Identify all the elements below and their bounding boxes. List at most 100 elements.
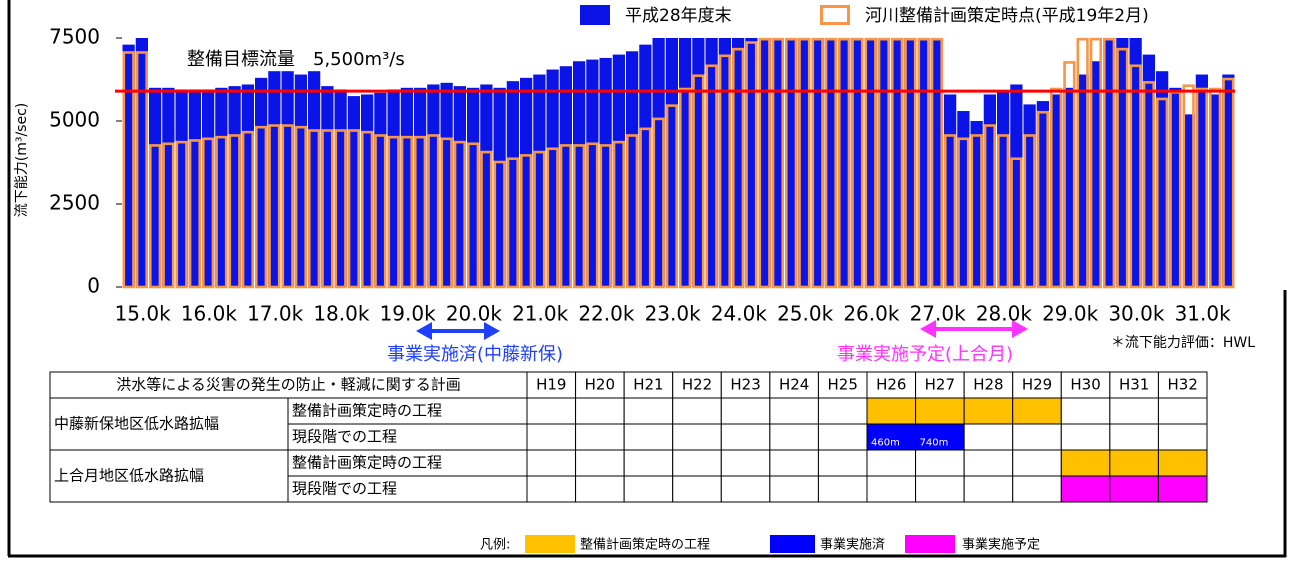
bar-outline [1129, 64, 1142, 289]
year-cell [817, 371, 868, 399]
schedule-cell [1012, 423, 1062, 451]
schedule-cell [1060, 397, 1111, 425]
bar-outline [241, 130, 255, 289]
bar-outline [559, 144, 572, 289]
bar-outline [983, 124, 996, 289]
cell-text: 460m [871, 438, 900, 449]
arrow-label: 事業実施予定(上合月) [837, 344, 1013, 365]
bar [1036, 101, 1049, 287]
bar [851, 38, 864, 287]
bar [838, 38, 851, 287]
bar [891, 38, 904, 287]
schedule-cell [769, 449, 819, 477]
bar [334, 89, 347, 288]
legend-label: 整備計画策定時の工程 [580, 537, 710, 553]
bar-outline [665, 104, 678, 289]
bar-outline [692, 74, 705, 289]
bar [877, 38, 890, 287]
bar-outline [294, 125, 307, 289]
bar-outline [824, 37, 837, 289]
bar-outline [864, 37, 877, 289]
note: ＊流下能力評価：HWL [1111, 335, 1255, 351]
bar-outline [599, 144, 612, 289]
bar-outline [480, 150, 493, 289]
bar [573, 61, 586, 287]
legend-title: 凡例: [480, 538, 510, 553]
bar [387, 89, 400, 288]
bar-outline [149, 144, 162, 289]
x-tick-label: 20.0k [446, 302, 503, 326]
schedule-cell [963, 423, 1014, 451]
bar-outline [307, 129, 321, 289]
bar-outline [1063, 61, 1076, 289]
schedule-cell [672, 423, 722, 451]
bar [652, 38, 665, 287]
bar-outline [586, 142, 599, 289]
x-tick-label: 16.0k [181, 302, 238, 326]
bar [639, 44, 652, 287]
x-tick-label: 30.0k [1108, 302, 1165, 326]
bar [917, 38, 930, 287]
y-tick-label: 5000 [49, 108, 100, 132]
bar [453, 86, 466, 287]
bar [798, 38, 811, 287]
bar [347, 96, 360, 287]
bar [811, 38, 824, 287]
schedule-cell [915, 475, 965, 503]
bar [1169, 87, 1182, 287]
bar-outline [705, 64, 718, 289]
schedule-cell [1157, 397, 1208, 425]
bar-outline [1116, 47, 1129, 289]
bar [162, 87, 175, 287]
x-tick-label: 29.0k [1042, 302, 1099, 326]
year-label: H28 [973, 376, 1003, 394]
year-label: H23 [730, 376, 760, 394]
bar-outline [453, 140, 466, 289]
bar-outline [1142, 81, 1156, 289]
bar-outline [254, 125, 268, 289]
bar [135, 38, 148, 287]
schedule-cell [575, 397, 625, 425]
schedule-cell [1109, 423, 1159, 451]
y-tick-label: 2500 [49, 191, 100, 215]
bar-outline [1209, 87, 1222, 289]
bar-outline [334, 129, 347, 289]
bar [1076, 74, 1089, 288]
cell-text: 740m [920, 438, 949, 449]
year-label: H20 [585, 376, 615, 394]
bar-outline [996, 134, 1010, 289]
bar [1050, 94, 1063, 287]
schedule-cell [1157, 423, 1208, 451]
year-label: H30 [1070, 376, 1100, 394]
bar-outline [1010, 157, 1023, 289]
schedule-cell [526, 475, 577, 503]
legend-swatch [820, 5, 850, 25]
bar [1089, 61, 1102, 287]
annotation: 整備目標流量 5,500m³/s [187, 49, 405, 70]
bar-outline [731, 47, 745, 289]
bar [546, 69, 559, 287]
schedule-cell [720, 449, 771, 477]
bar [612, 54, 625, 287]
bar-outline [1195, 87, 1209, 289]
schedule-cell [575, 449, 625, 477]
schedule-cell [769, 423, 819, 451]
bar [308, 71, 321, 287]
bar [1142, 54, 1155, 287]
year-label: H29 [1022, 376, 1052, 394]
schedule-cell [526, 397, 577, 425]
bar [520, 77, 533, 287]
bar-outline [215, 135, 228, 289]
bar [559, 66, 572, 287]
schedule-cell [1109, 475, 1159, 503]
bar [864, 38, 877, 287]
year-label: H19 [536, 376, 566, 394]
schedule-cell [1060, 475, 1111, 503]
schedule-cell [1012, 397, 1062, 425]
x-tick-label: 21.0k [512, 302, 569, 326]
x-tick-label: 27.0k [910, 302, 967, 326]
schedule-cell [866, 397, 917, 425]
legend-swatch [905, 535, 955, 553]
schedule-cell [672, 397, 722, 425]
bar [930, 38, 943, 287]
